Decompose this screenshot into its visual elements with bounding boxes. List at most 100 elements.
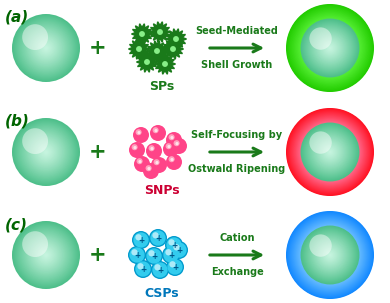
Polygon shape [151, 48, 160, 59]
Polygon shape [165, 35, 176, 43]
Polygon shape [154, 43, 163, 53]
Circle shape [293, 115, 367, 189]
Circle shape [34, 140, 58, 165]
Polygon shape [135, 39, 143, 50]
Circle shape [291, 113, 369, 191]
Circle shape [16, 225, 76, 285]
Circle shape [139, 31, 145, 37]
Circle shape [315, 240, 345, 270]
Circle shape [27, 133, 65, 171]
Text: Cation: Cation [219, 233, 255, 243]
Circle shape [310, 235, 350, 275]
Circle shape [288, 110, 372, 194]
Polygon shape [140, 31, 151, 38]
Circle shape [12, 221, 80, 289]
Circle shape [301, 227, 358, 284]
Circle shape [168, 44, 178, 54]
Circle shape [297, 119, 363, 185]
Polygon shape [136, 47, 145, 57]
Polygon shape [154, 60, 165, 68]
Circle shape [151, 147, 154, 150]
Text: +: + [134, 251, 140, 260]
Circle shape [134, 260, 152, 278]
Polygon shape [174, 35, 186, 44]
Circle shape [13, 119, 79, 185]
Polygon shape [133, 47, 142, 57]
Polygon shape [143, 52, 151, 63]
Polygon shape [156, 31, 164, 42]
Circle shape [170, 136, 174, 139]
Polygon shape [153, 50, 161, 61]
Circle shape [326, 44, 334, 52]
Circle shape [22, 128, 70, 176]
Polygon shape [138, 24, 146, 35]
Circle shape [303, 228, 356, 281]
Polygon shape [158, 28, 170, 35]
Polygon shape [138, 33, 146, 44]
Circle shape [26, 132, 66, 172]
Circle shape [145, 247, 163, 265]
Circle shape [305, 22, 356, 74]
Circle shape [28, 237, 64, 273]
Circle shape [30, 32, 62, 64]
Circle shape [19, 21, 73, 75]
Circle shape [170, 158, 174, 161]
Circle shape [22, 128, 48, 154]
Circle shape [295, 220, 365, 290]
Circle shape [166, 258, 184, 276]
Circle shape [317, 35, 343, 61]
Polygon shape [155, 46, 167, 55]
Circle shape [301, 225, 360, 285]
Circle shape [286, 4, 374, 92]
Polygon shape [158, 28, 170, 37]
Polygon shape [167, 35, 178, 44]
Circle shape [29, 238, 63, 272]
Circle shape [313, 238, 347, 272]
Circle shape [38, 40, 54, 56]
Circle shape [298, 120, 362, 185]
Circle shape [315, 33, 345, 63]
Polygon shape [157, 47, 167, 55]
Circle shape [289, 7, 371, 89]
Circle shape [165, 249, 172, 255]
Circle shape [131, 249, 138, 255]
Circle shape [322, 247, 338, 263]
Circle shape [301, 122, 360, 181]
Text: SNPs: SNPs [144, 184, 180, 197]
Circle shape [151, 230, 166, 246]
Circle shape [309, 132, 351, 173]
Circle shape [308, 233, 352, 277]
Circle shape [166, 132, 182, 148]
Circle shape [292, 115, 368, 190]
Text: Ostwald Ripening: Ostwald Ripening [188, 164, 285, 174]
Circle shape [32, 241, 60, 268]
Polygon shape [170, 41, 179, 52]
Circle shape [131, 144, 138, 150]
Circle shape [303, 125, 356, 178]
Circle shape [307, 232, 353, 278]
Circle shape [323, 248, 337, 262]
Circle shape [293, 11, 367, 85]
Circle shape [13, 15, 79, 81]
Circle shape [39, 248, 53, 262]
Circle shape [296, 14, 364, 82]
Polygon shape [151, 28, 162, 35]
Polygon shape [151, 28, 162, 37]
Circle shape [293, 218, 367, 292]
Circle shape [307, 128, 354, 175]
Circle shape [29, 135, 63, 169]
Circle shape [168, 134, 175, 140]
Polygon shape [167, 35, 178, 42]
Circle shape [19, 125, 73, 179]
Polygon shape [129, 45, 141, 52]
Polygon shape [169, 37, 179, 47]
Polygon shape [133, 29, 144, 38]
Circle shape [39, 41, 53, 55]
Circle shape [146, 248, 161, 264]
Circle shape [15, 17, 76, 78]
Circle shape [15, 225, 76, 286]
Text: +: + [89, 245, 107, 265]
Circle shape [298, 16, 362, 80]
Circle shape [288, 6, 372, 90]
Polygon shape [176, 35, 186, 43]
